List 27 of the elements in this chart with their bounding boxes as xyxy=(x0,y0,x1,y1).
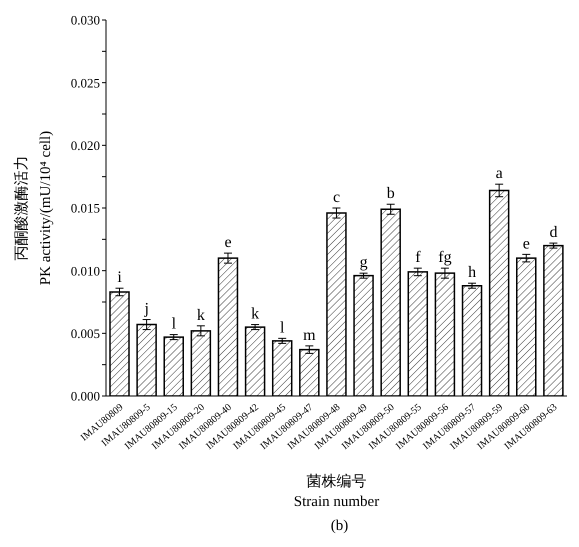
y-tick-label: 0.020 xyxy=(70,138,100,153)
y-tick-label: 0.030 xyxy=(70,12,100,28)
annotation: a xyxy=(496,165,503,182)
annotation: k xyxy=(196,306,205,324)
y-tick-label: 0.010 xyxy=(70,263,100,278)
y-tick-label: 0.025 xyxy=(70,75,100,90)
y-tick-label: 0.000 xyxy=(70,388,100,404)
annotation: e xyxy=(224,234,232,252)
annotation: j xyxy=(143,300,149,318)
annotation: h xyxy=(468,264,476,282)
annotation: l xyxy=(172,316,177,333)
y-tick-label: 0.005 xyxy=(70,326,100,341)
annotation: d xyxy=(549,224,558,242)
annotation: b xyxy=(386,185,395,202)
annotation: i xyxy=(117,269,122,286)
y-tick-label: 0.015 xyxy=(70,200,100,216)
text: (b) xyxy=(330,518,350,535)
annotation: f xyxy=(415,249,422,266)
annotation: c xyxy=(332,189,340,206)
annotation: g xyxy=(360,254,368,272)
annotation: m xyxy=(303,326,316,344)
annotation: fg xyxy=(438,249,452,266)
y-axis-title: 丙酮酸激酶活力 PK activity/(mU/10⁴ cell) xyxy=(13,130,54,286)
annotation: k xyxy=(251,306,260,323)
annotation: e xyxy=(522,235,530,252)
annotation: l xyxy=(280,319,286,336)
x-axis-title: 菌株编号 Strain number xyxy=(294,473,380,510)
